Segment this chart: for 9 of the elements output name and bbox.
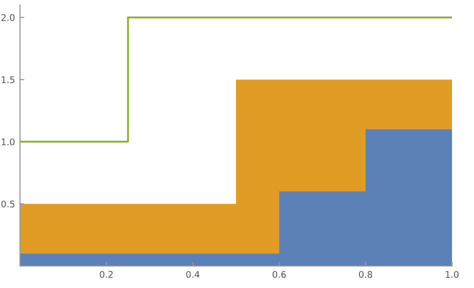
x-tick-label: 0.2: [100, 271, 113, 278]
y-tick-label: 1.0: [2, 138, 15, 146]
y-tick-label: 1.5: [2, 76, 14, 84]
x-tick-label: 1.0: [446, 271, 459, 278]
x-tick-label: 0.4: [186, 271, 200, 278]
x-tick-label: 0.8: [359, 271, 372, 278]
x-tick-label: 0.6: [272, 271, 286, 278]
y-tick-label: 2.0: [1, 14, 15, 21]
y-tick-label: 0.5: [1, 200, 14, 208]
